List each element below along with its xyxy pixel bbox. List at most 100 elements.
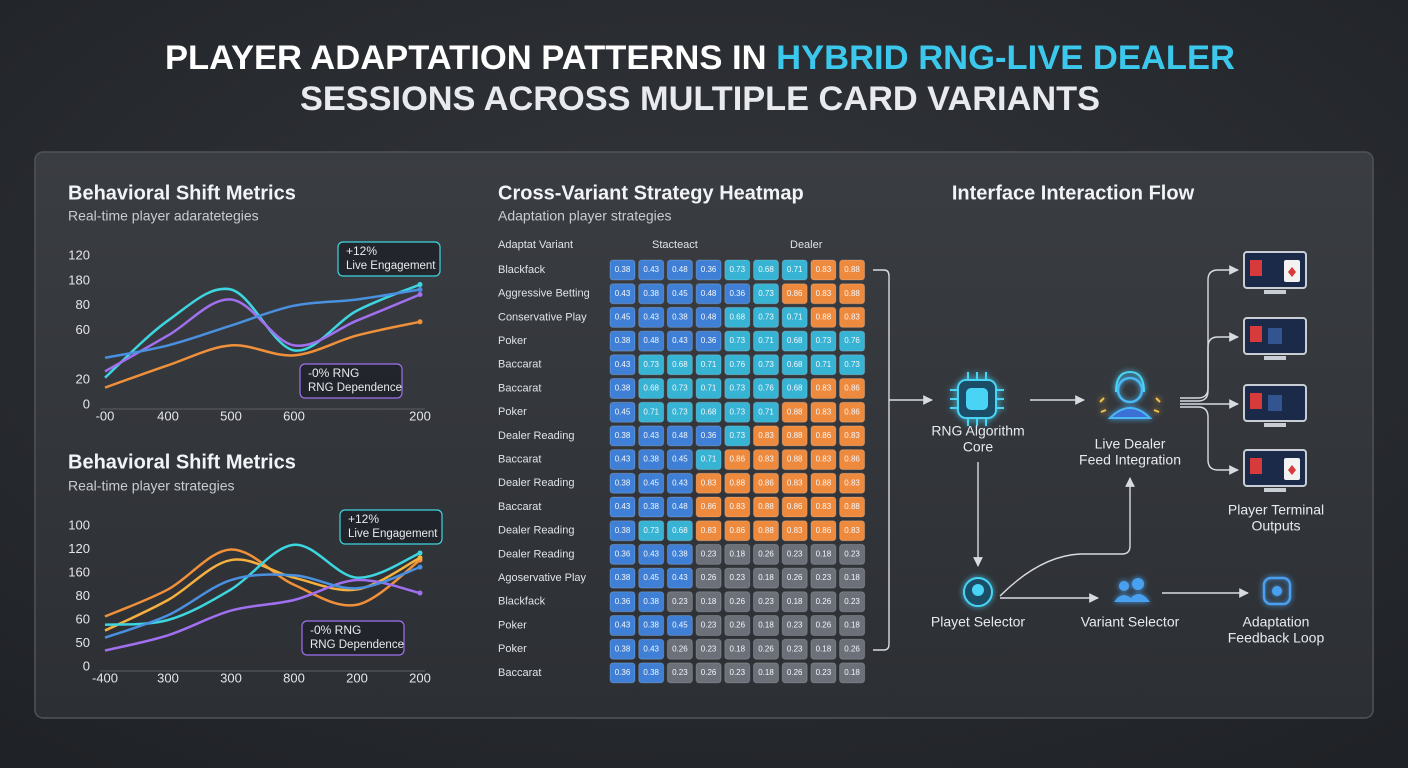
arrow bbox=[1180, 406, 1239, 475]
heatmap-cell bbox=[781, 472, 808, 494]
heatmap-cell bbox=[781, 543, 808, 565]
cell-value: 0.43 bbox=[615, 289, 631, 298]
heatmap-cell bbox=[695, 496, 722, 518]
section-subtitle: Adaptation player strategies bbox=[498, 208, 672, 224]
cell-value: 0.45 bbox=[672, 621, 688, 630]
heatmap-cell bbox=[638, 425, 665, 447]
end-point bbox=[417, 590, 423, 596]
heatmap-cell bbox=[609, 662, 636, 684]
cell-value: 0.86 bbox=[758, 478, 774, 487]
row-label: Baccarat bbox=[498, 359, 541, 371]
heatmap-cell bbox=[810, 378, 837, 399]
cell-value: 0.23 bbox=[701, 550, 717, 559]
y-tick-label: 20 bbox=[76, 372, 90, 387]
heatmap-cell bbox=[609, 401, 636, 423]
cell-value: 0.48 bbox=[672, 431, 688, 440]
cell-value: 0.43 bbox=[672, 478, 688, 487]
heatmap-cell bbox=[839, 638, 866, 660]
cell-value: 0.38 bbox=[672, 550, 688, 559]
cell-value: 0.83 bbox=[844, 478, 860, 487]
heatmap-cell bbox=[810, 283, 837, 305]
row-label: Dealer Reading bbox=[498, 477, 574, 489]
heatmap-cell bbox=[638, 354, 665, 376]
cell-value: 0.88 bbox=[787, 431, 803, 440]
heatmap-cell bbox=[666, 378, 693, 399]
cell-value: 0.36 bbox=[615, 550, 631, 559]
cell-value: 0.73 bbox=[643, 360, 659, 369]
heatmap-cell bbox=[753, 283, 779, 305]
cell-value: 0.68 bbox=[701, 407, 717, 416]
cell-value: 0.38 bbox=[615, 526, 631, 535]
cell-value: 0.73 bbox=[730, 336, 746, 345]
heatmap-cell bbox=[810, 591, 837, 613]
y-tick-label: 60 bbox=[76, 322, 90, 337]
heatmap-cell bbox=[839, 283, 866, 305]
heatmap-cell bbox=[695, 449, 722, 471]
heatmap-cell bbox=[638, 638, 665, 660]
heatmap-cell bbox=[638, 520, 665, 542]
cell-value: 0.76 bbox=[844, 336, 860, 345]
heatmap-cell bbox=[666, 425, 693, 447]
cell-value: 0.23 bbox=[787, 550, 803, 559]
cell-value: 0.76 bbox=[758, 384, 774, 393]
heatmap-cell bbox=[753, 378, 779, 399]
heatmap-cell bbox=[666, 638, 693, 660]
cell-value: 0.83 bbox=[758, 455, 774, 464]
heatmap-cell bbox=[839, 662, 866, 684]
cell-value: 0.26 bbox=[844, 644, 860, 653]
cell-value: 0.23 bbox=[816, 668, 832, 677]
cell-value: 0.83 bbox=[787, 478, 803, 487]
cell-value: 0.38 bbox=[643, 502, 659, 511]
heatmap-cell bbox=[839, 543, 866, 565]
heatmap-cell bbox=[724, 330, 751, 352]
heatmap-cell bbox=[753, 638, 779, 660]
arrow bbox=[999, 477, 1135, 597]
cell-value: 0.83 bbox=[844, 313, 860, 322]
cell-value: 0.23 bbox=[701, 644, 717, 653]
cell-value: 0.23 bbox=[758, 597, 774, 606]
heatmap-cell bbox=[753, 567, 779, 589]
row-label: Poker bbox=[498, 619, 527, 631]
cell-value: 0.43 bbox=[643, 644, 659, 653]
heatmap-cell bbox=[609, 378, 636, 399]
cell-value: 0.23 bbox=[816, 573, 832, 582]
cell-value: 0.48 bbox=[672, 502, 688, 511]
heatmap-cell bbox=[781, 401, 808, 423]
cell-value: 0.45 bbox=[643, 573, 659, 582]
row-label: Aggressive Betting bbox=[498, 288, 590, 300]
y-tick-label: 80 bbox=[76, 588, 90, 603]
heatmap-cell bbox=[839, 472, 866, 494]
heatmap-cell bbox=[695, 306, 722, 328]
series-line bbox=[104, 543, 421, 626]
cell-value: 0.73 bbox=[758, 360, 774, 369]
heatmap-cell bbox=[638, 283, 665, 305]
cell-value: 0.38 bbox=[615, 431, 631, 440]
cell-value: 0.83 bbox=[816, 265, 832, 274]
heatmap-cell bbox=[753, 496, 779, 518]
cell-value: 0.36 bbox=[701, 265, 717, 274]
cell-value: 0.88 bbox=[758, 526, 774, 535]
cell-value: 0.88 bbox=[758, 502, 774, 511]
cell-value: 0.38 bbox=[615, 573, 631, 582]
node-label: Live Dealer bbox=[1095, 436, 1166, 452]
column-header: Adaptat Variant bbox=[498, 239, 573, 251]
series-line bbox=[104, 288, 421, 360]
x-tick-label: 200 bbox=[409, 408, 431, 423]
heatmap-cell bbox=[638, 615, 665, 636]
cell-value: 0.45 bbox=[615, 313, 631, 322]
cell-value: 0.23 bbox=[844, 597, 860, 606]
heatmap-cell bbox=[839, 306, 866, 328]
x-tick-label: -400 bbox=[92, 670, 118, 685]
heatmap-cell bbox=[810, 615, 837, 636]
cell-value: 0.43 bbox=[672, 573, 688, 582]
heatmap-cell bbox=[781, 425, 808, 447]
heatmap-cell bbox=[753, 543, 779, 565]
y-tick-label: 0 bbox=[83, 396, 90, 411]
cell-value: 0.23 bbox=[730, 668, 746, 677]
cell-value: 0.18 bbox=[844, 621, 860, 630]
heatmap-cell bbox=[839, 401, 866, 423]
heatmap-cell bbox=[666, 543, 693, 565]
heatmap-cell bbox=[695, 425, 722, 447]
cell-value: 0.88 bbox=[816, 478, 832, 487]
heatmap-cell bbox=[781, 591, 808, 613]
